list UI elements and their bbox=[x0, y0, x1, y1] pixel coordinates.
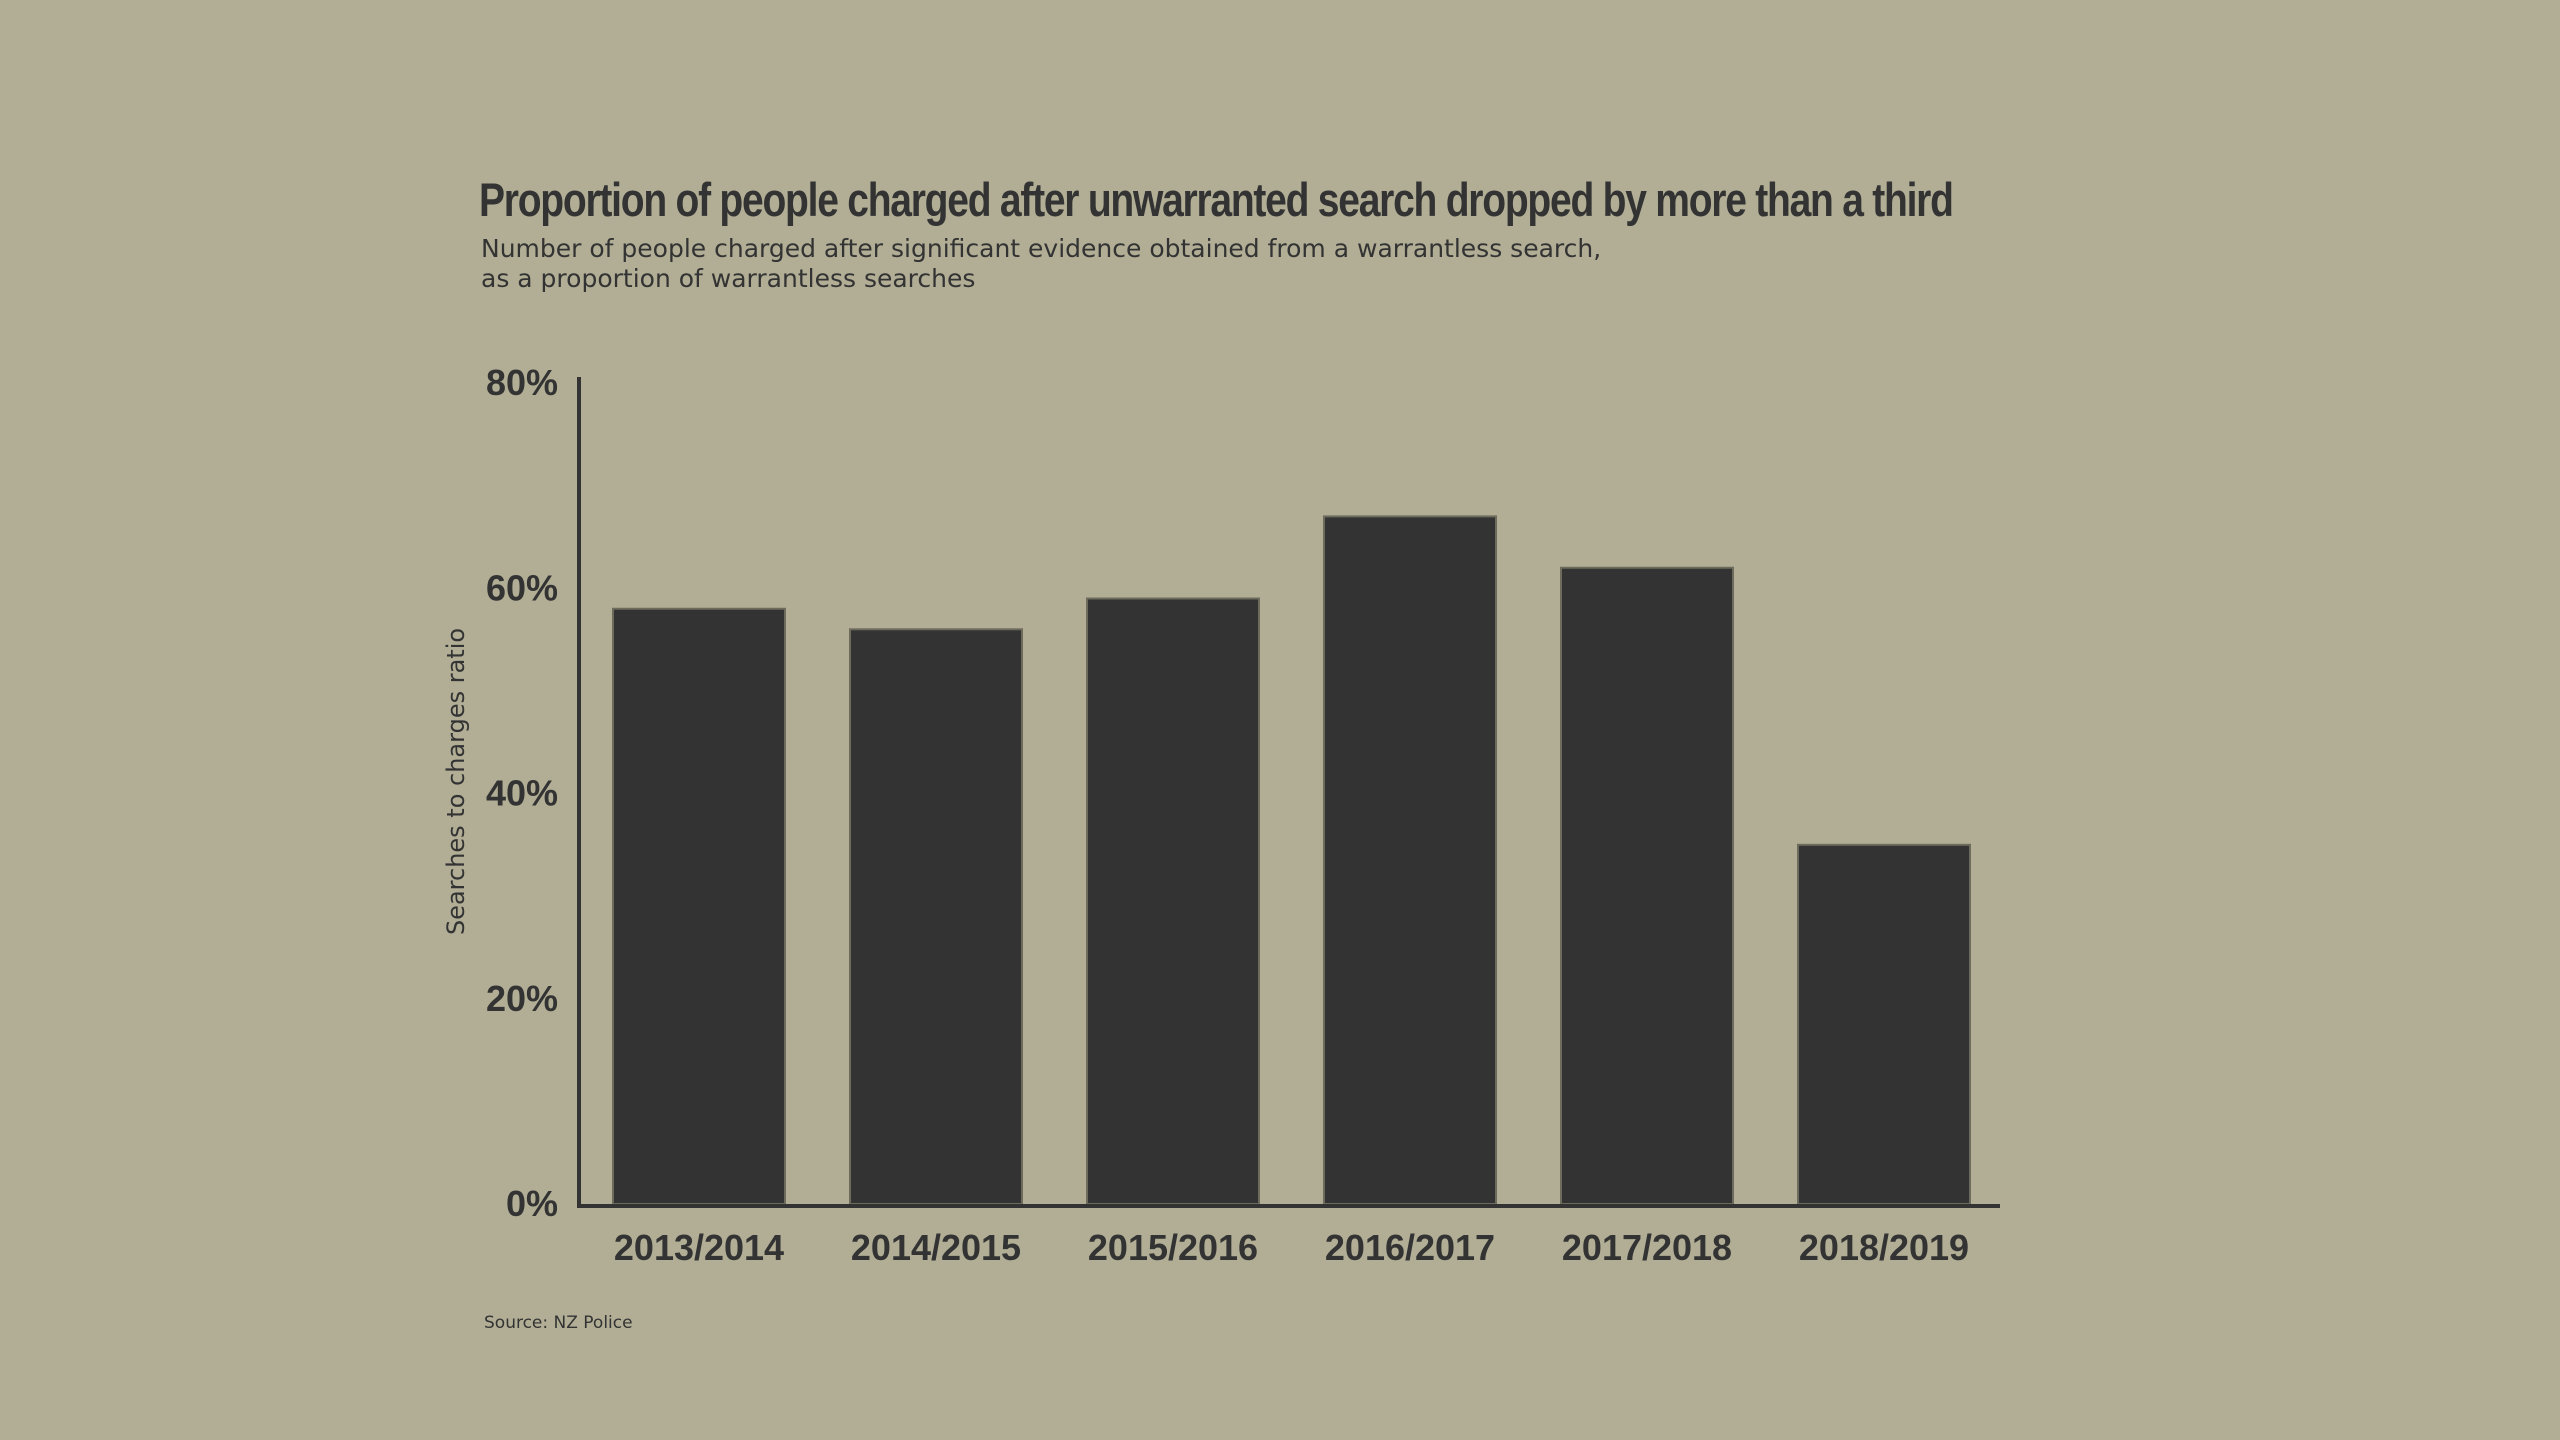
bar bbox=[1086, 597, 1260, 1205]
x-tick-label: 2014/2015 bbox=[851, 1227, 1021, 1268]
y-tick-label: 80% bbox=[486, 362, 558, 403]
x-tick-label: 2017/2018 bbox=[1562, 1227, 1732, 1268]
bar bbox=[849, 628, 1023, 1205]
y-tick-label: 0% bbox=[506, 1183, 558, 1224]
subtitle-line-1: Number of people charged after significa… bbox=[481, 234, 1602, 263]
y-tick-label: 60% bbox=[486, 567, 558, 608]
y-axis-title: Searches to charges ratio bbox=[442, 628, 470, 935]
x-tick-labels: 2013/2014 2014/2015 2015/2016 2016/2017 2017… bbox=[614, 1227, 1969, 1268]
subtitle-line-2: as a proportion of warrantless searches bbox=[481, 264, 976, 293]
bar bbox=[1323, 515, 1497, 1205]
bars-group bbox=[612, 515, 1971, 1205]
bar bbox=[1560, 566, 1734, 1205]
chart-title: Proportion of people charged after unwar… bbox=[479, 173, 1954, 226]
bar bbox=[1797, 843, 1971, 1205]
bar bbox=[612, 607, 786, 1205]
chart-subtitle: Number of people charged after significa… bbox=[481, 234, 1681, 294]
x-tick-label: 2013/2014 bbox=[614, 1227, 784, 1268]
x-tick-label: 2015/2016 bbox=[1088, 1227, 1258, 1268]
y-tick-label: 40% bbox=[486, 773, 558, 814]
x-tick-label: 2018/2019 bbox=[1799, 1227, 1969, 1268]
y-tick-label: 20% bbox=[486, 978, 558, 1019]
y-tick-labels: 0% 20% 40% 60% 80% bbox=[486, 362, 558, 1224]
x-tick-label: 2016/2017 bbox=[1325, 1227, 1495, 1268]
source-note: Source: NZ Police bbox=[484, 1313, 633, 1333]
